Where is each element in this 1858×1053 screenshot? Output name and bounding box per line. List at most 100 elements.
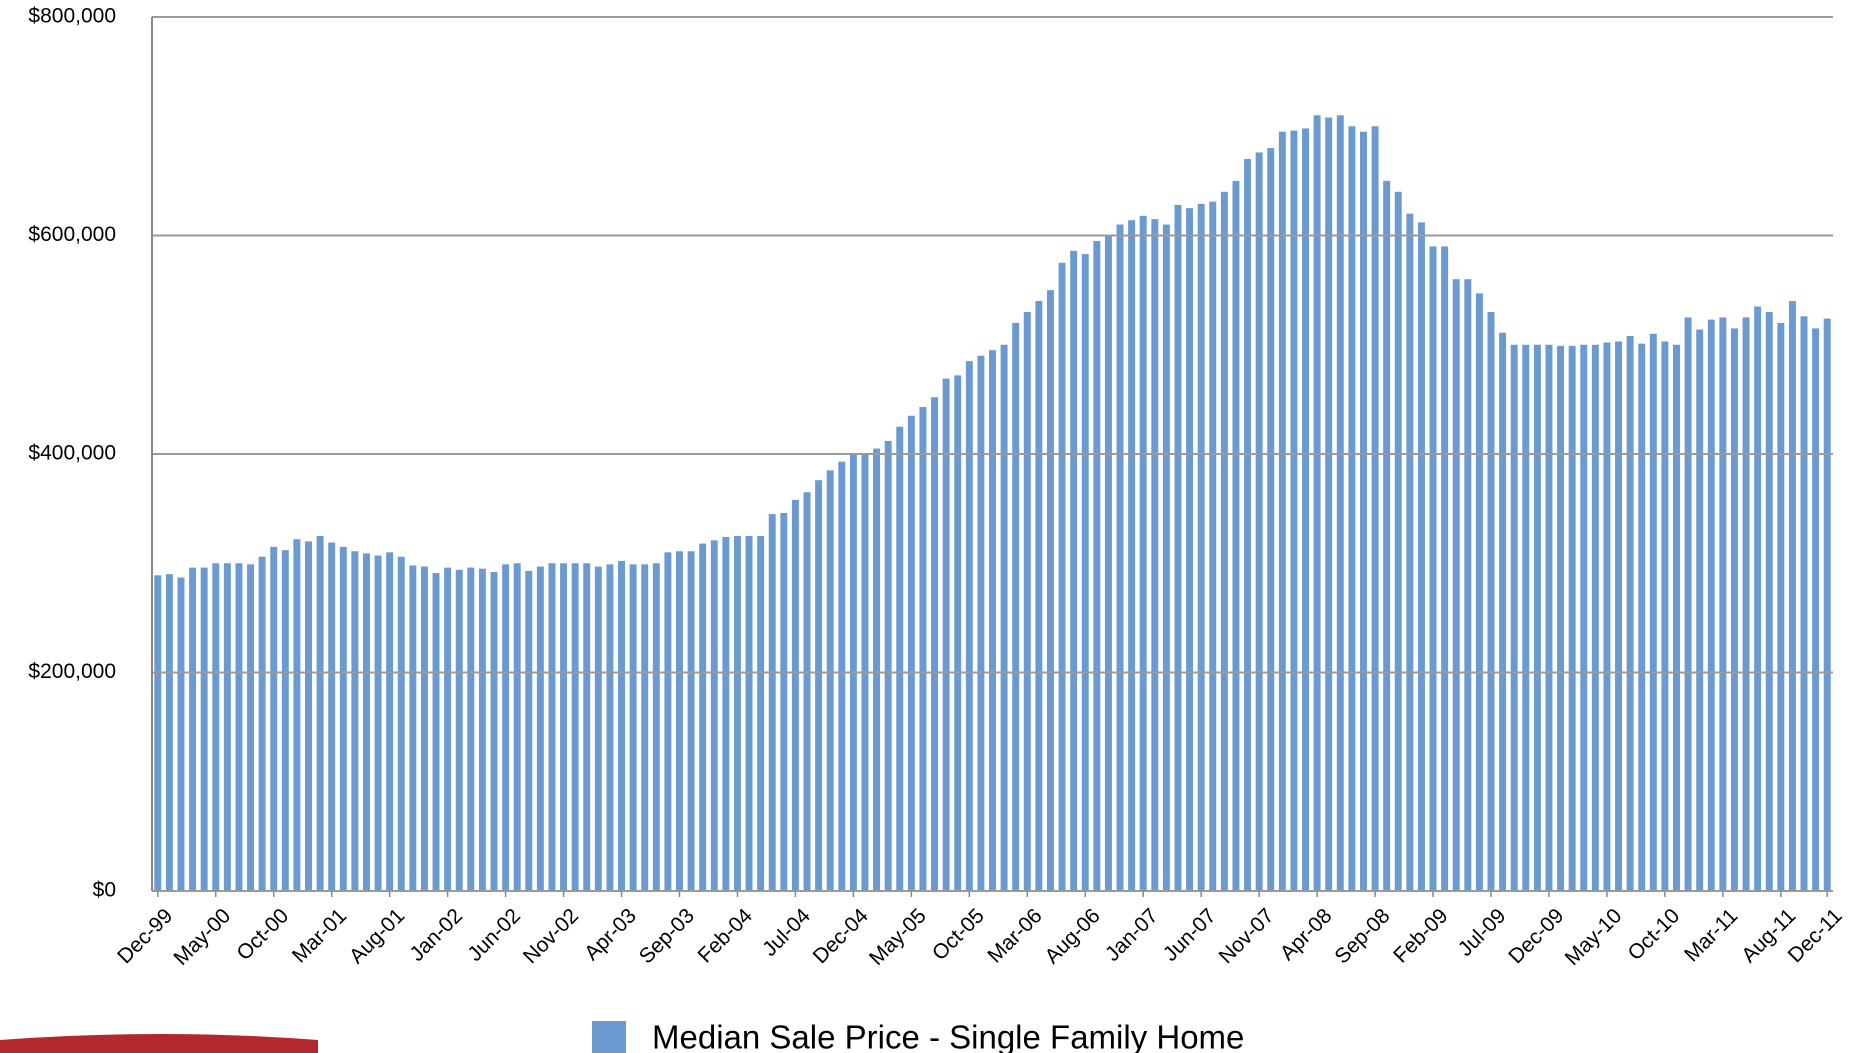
bar <box>270 546 278 891</box>
bar <box>873 448 881 891</box>
bar <box>954 375 962 892</box>
bar <box>1278 131 1286 891</box>
bar <box>1545 344 1553 891</box>
bar <box>1638 343 1646 892</box>
x-tick-label: May-10 <box>1561 904 1627 970</box>
bar <box>1464 279 1472 891</box>
bar <box>1162 224 1170 891</box>
bar <box>432 573 440 891</box>
bar <box>710 540 718 891</box>
bar <box>1626 336 1634 891</box>
bar <box>745 535 753 891</box>
bar <box>1533 344 1541 891</box>
bar <box>1406 213 1414 891</box>
bar <box>478 568 486 891</box>
bar <box>525 570 533 891</box>
bar <box>1348 126 1356 891</box>
bar <box>177 577 185 891</box>
bar <box>1232 180 1240 891</box>
bar <box>235 563 243 891</box>
bar <box>1800 316 1808 892</box>
bar <box>1151 219 1159 892</box>
y-tick-label: $800,000 <box>28 5 116 28</box>
x-tick-label: Oct-10 <box>1624 904 1685 965</box>
bar <box>1104 235 1112 891</box>
bar <box>1765 311 1773 892</box>
bar <box>374 555 382 891</box>
bar <box>606 564 614 891</box>
bar <box>1673 344 1680 891</box>
bar <box>200 567 208 891</box>
bar <box>1290 130 1298 891</box>
bar <box>420 566 428 891</box>
bar <box>931 397 939 891</box>
bar <box>1313 115 1321 891</box>
bar <box>339 546 347 891</box>
bar <box>1580 344 1588 891</box>
bar <box>536 566 544 891</box>
bar <box>1510 344 1518 891</box>
bar <box>768 514 776 891</box>
bar <box>989 350 996 891</box>
bar <box>896 426 904 891</box>
bar <box>722 537 730 891</box>
bar <box>1719 317 1727 891</box>
bar <box>815 480 823 891</box>
bar <box>1499 332 1507 891</box>
y-tick-label: $600,000 <box>28 223 116 246</box>
x-tick-label: Jul-09 <box>1454 904 1511 961</box>
bar <box>791 499 799 891</box>
bar <box>1023 311 1031 892</box>
x-tick-label: Aug-01 <box>345 904 409 968</box>
bar <box>618 561 625 891</box>
bar <box>641 564 649 891</box>
bar <box>1220 191 1228 892</box>
bar <box>1197 203 1205 891</box>
x-tick-label: Oct-00 <box>232 904 293 965</box>
bar <box>1615 341 1623 891</box>
bar <box>1070 250 1078 892</box>
bar <box>1267 148 1275 892</box>
bar <box>1742 317 1750 891</box>
bar <box>826 470 834 891</box>
y-tick-label: $200,000 <box>28 660 116 683</box>
bar <box>884 440 892 891</box>
bar <box>444 567 452 891</box>
x-tick-label: Jun-02 <box>463 904 525 966</box>
bar <box>165 574 173 891</box>
bar <box>351 551 359 891</box>
bar <box>1209 201 1217 891</box>
bar <box>293 539 301 891</box>
x-tick-label: Feb-04 <box>694 904 758 968</box>
bar <box>1823 318 1831 891</box>
bar <box>1336 115 1344 891</box>
bar <box>490 571 498 891</box>
bar <box>1475 293 1483 892</box>
bar <box>1417 222 1425 891</box>
bar <box>1394 191 1402 892</box>
bar <box>1649 333 1657 891</box>
x-tick-label: Jul-04 <box>758 904 815 961</box>
bar <box>1754 306 1762 891</box>
x-tick-label: Dec-99 <box>113 904 177 968</box>
y-tick-label: $400,000 <box>28 442 116 465</box>
x-tick-label: Nov-02 <box>519 904 583 968</box>
bar <box>397 556 405 891</box>
decor-banner <box>0 1034 318 1053</box>
bar <box>1116 224 1124 891</box>
bar <box>594 566 602 891</box>
bar <box>733 535 741 891</box>
bar <box>1302 128 1309 891</box>
bar <box>1244 159 1252 891</box>
bar <box>316 535 324 891</box>
y-tick-label: $0 <box>93 879 116 902</box>
bar <box>154 575 162 891</box>
bar <box>1661 341 1669 891</box>
bar <box>664 552 672 891</box>
bar <box>1568 345 1576 891</box>
x-tick-label: Mar-06 <box>983 904 1046 967</box>
x-tick-label: May-05 <box>865 904 931 970</box>
bar <box>1058 262 1066 891</box>
x-tick-label: Sep-08 <box>1330 904 1394 968</box>
bar <box>548 563 556 891</box>
